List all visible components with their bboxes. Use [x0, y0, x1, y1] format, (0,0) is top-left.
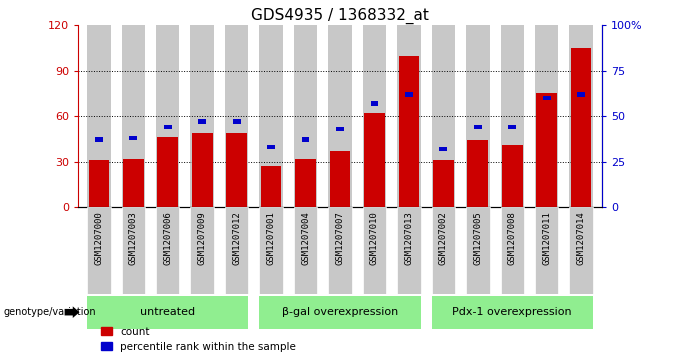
- Bar: [87, 25, 111, 207]
- Bar: [371, 101, 378, 106]
- Bar: [509, 125, 516, 129]
- Bar: [362, 25, 386, 207]
- Bar: [190, 207, 214, 294]
- Legend: count, percentile rank within the sample: count, percentile rank within the sample: [97, 322, 300, 356]
- Bar: [87, 296, 248, 329]
- Bar: [569, 207, 593, 294]
- Bar: [336, 127, 344, 131]
- Bar: [192, 133, 213, 207]
- Bar: [259, 207, 283, 294]
- Bar: [267, 145, 275, 149]
- Bar: [233, 119, 241, 124]
- Bar: [397, 25, 421, 207]
- Bar: [123, 159, 143, 207]
- Text: GSM1207003: GSM1207003: [129, 211, 138, 265]
- Bar: [569, 25, 593, 207]
- Text: GSM1207011: GSM1207011: [542, 211, 551, 265]
- Bar: [294, 207, 318, 294]
- Bar: [466, 207, 490, 294]
- Bar: [433, 160, 454, 207]
- Bar: [535, 25, 558, 207]
- Text: GSM1207000: GSM1207000: [95, 211, 103, 265]
- Bar: [295, 159, 316, 207]
- Title: GDS4935 / 1368332_at: GDS4935 / 1368332_at: [251, 8, 429, 24]
- Bar: [466, 25, 490, 207]
- Bar: [405, 92, 413, 97]
- Text: GSM1207005: GSM1207005: [473, 211, 482, 265]
- Text: GSM1207001: GSM1207001: [267, 211, 275, 265]
- Bar: [259, 296, 421, 329]
- Bar: [164, 125, 171, 129]
- Bar: [502, 145, 522, 207]
- Bar: [260, 166, 282, 207]
- Bar: [122, 207, 145, 294]
- Text: GSM1207012: GSM1207012: [232, 211, 241, 265]
- Text: Pdx-1 overexpression: Pdx-1 overexpression: [452, 307, 572, 317]
- Bar: [259, 25, 283, 207]
- Bar: [432, 207, 455, 294]
- Bar: [362, 207, 386, 294]
- Bar: [294, 25, 318, 207]
- Text: GSM1207010: GSM1207010: [370, 211, 379, 265]
- Text: untreated: untreated: [140, 307, 195, 317]
- Bar: [543, 96, 551, 100]
- Text: GSM1207008: GSM1207008: [508, 211, 517, 265]
- Bar: [122, 25, 145, 207]
- Bar: [156, 25, 180, 207]
- Bar: [474, 125, 481, 129]
- Bar: [364, 113, 385, 207]
- Text: genotype/variation: genotype/variation: [3, 307, 96, 317]
- Bar: [225, 25, 248, 207]
- Bar: [432, 296, 593, 329]
- Bar: [500, 25, 524, 207]
- Bar: [397, 207, 421, 294]
- Text: GSM1207006: GSM1207006: [163, 211, 172, 265]
- Bar: [129, 136, 137, 140]
- Bar: [577, 92, 585, 97]
- Bar: [328, 25, 352, 207]
- Bar: [88, 160, 109, 207]
- Bar: [190, 25, 214, 207]
- Bar: [328, 207, 352, 294]
- Text: GSM1207013: GSM1207013: [405, 211, 413, 265]
- Bar: [225, 207, 248, 294]
- Text: GSM1207007: GSM1207007: [335, 211, 345, 265]
- Text: GSM1207004: GSM1207004: [301, 211, 310, 265]
- Bar: [500, 207, 524, 294]
- Text: GSM1207009: GSM1207009: [198, 211, 207, 265]
- Bar: [432, 25, 455, 207]
- Bar: [571, 48, 592, 207]
- Bar: [467, 140, 488, 207]
- Bar: [398, 56, 420, 207]
- Bar: [439, 147, 447, 151]
- Bar: [158, 137, 178, 207]
- Bar: [302, 138, 309, 142]
- Bar: [156, 207, 180, 294]
- Bar: [199, 119, 206, 124]
- Bar: [535, 207, 558, 294]
- Text: β-gal overexpression: β-gal overexpression: [282, 307, 398, 317]
- Bar: [95, 138, 103, 142]
- Bar: [226, 133, 247, 207]
- Text: GSM1207002: GSM1207002: [439, 211, 448, 265]
- Bar: [87, 207, 111, 294]
- Bar: [537, 94, 557, 207]
- Bar: [330, 151, 350, 207]
- Text: GSM1207014: GSM1207014: [577, 211, 585, 265]
